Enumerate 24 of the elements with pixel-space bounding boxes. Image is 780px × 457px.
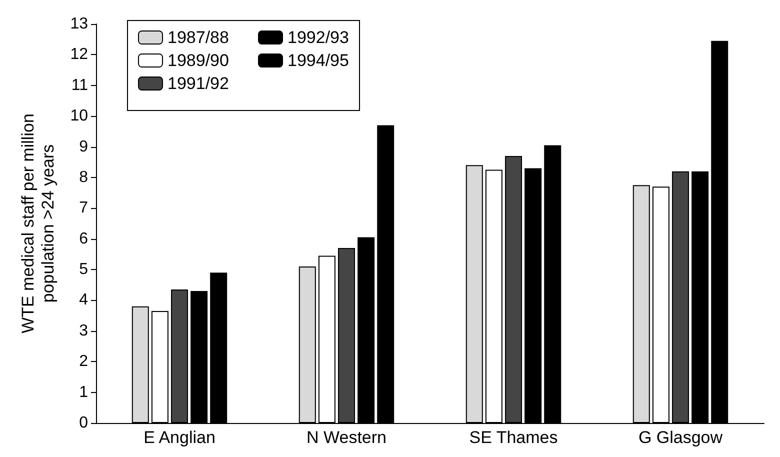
x-tick-label: G Glasgow	[638, 428, 724, 447]
legend-label: 1987/88	[168, 28, 229, 47]
legend-label: 1994/95	[288, 51, 349, 70]
y-tick-label: 11	[71, 76, 88, 94]
y-tick-label: 2	[79, 353, 88, 370]
y-tick-label: 7	[79, 200, 88, 217]
y-tick-label: 4	[79, 292, 88, 309]
legend-label: 1989/90	[168, 51, 229, 70]
y-axis-title: WTE medical staff per million population >24 years	[18, 114, 58, 334]
y-tick-label: 1	[79, 384, 88, 401]
y-tick-label: 6	[79, 230, 88, 248]
y-tick-label: 9	[79, 138, 88, 156]
x-tick-label: SE Thames	[469, 428, 558, 447]
y-tick-label: 5	[79, 261, 88, 278]
legend-label: 1991/92	[168, 74, 229, 93]
y-tick-label: 0	[79, 414, 88, 432]
x-tick-label: E Anglian	[144, 428, 216, 447]
legend-label: 1992/93	[288, 28, 349, 47]
x-tick-label: N Western	[306, 428, 386, 447]
y-tick-label: 10	[70, 108, 88, 125]
y-tick-label: 12	[70, 46, 88, 64]
y-tick-label: 3	[79, 322, 88, 340]
y-tick-label: 13	[70, 16, 88, 32]
y-tick-label: 8	[79, 168, 88, 186]
